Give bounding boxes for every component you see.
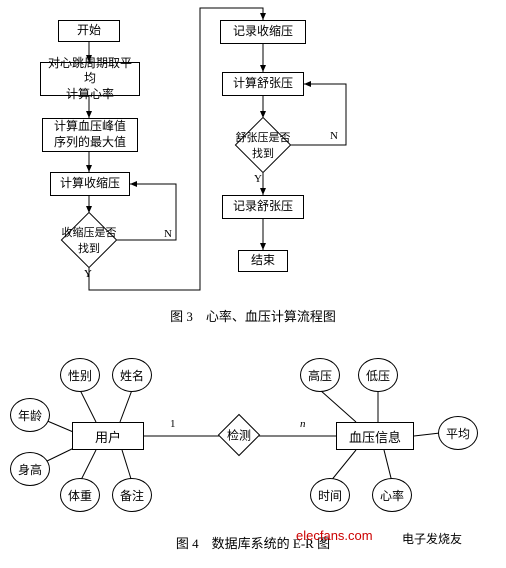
watermark-elecfans: elecfans.com bbox=[296, 528, 373, 543]
relation-detect: 检测 bbox=[224, 420, 254, 450]
attr-label: 时间 bbox=[318, 487, 342, 504]
attr-label: 高压 bbox=[308, 367, 332, 384]
caption-fig3: 图 3 心率、血压计算流程图 bbox=[0, 306, 506, 325]
node-label: 计算血压峰值 序列的最大值 bbox=[54, 119, 126, 150]
edge-label-sys-y: Y bbox=[84, 268, 92, 280]
cardinality-right: n bbox=[300, 418, 306, 430]
attr-height: 身高 bbox=[10, 452, 50, 486]
node-label: 舒张压是否找到 bbox=[235, 129, 291, 161]
attr-label: 心率 bbox=[380, 487, 404, 504]
entity-bp-info: 血压信息 bbox=[336, 422, 414, 450]
attr-note: 备注 bbox=[112, 478, 152, 512]
node-start: 开始 bbox=[58, 20, 120, 42]
node-rec-dia: 记录舒张压 bbox=[222, 195, 304, 219]
attr-label: 体重 bbox=[68, 487, 92, 504]
er-fig4: 年龄 性别 姓名 身高 体重 备注 高压 低压 平均 时间 心率 用户 血压信息… bbox=[0, 350, 506, 520]
node-label: 收缩压是否找到 bbox=[61, 224, 117, 256]
attr-label: 年龄 bbox=[18, 407, 42, 424]
attr-label: 平均 bbox=[446, 425, 470, 442]
node-peak-max: 计算血压峰值 序列的最大值 bbox=[42, 118, 138, 152]
attr-label: 低压 bbox=[366, 367, 390, 384]
node-calc-dia: 计算舒张压 bbox=[222, 72, 304, 96]
attr-label: 性别 bbox=[68, 367, 92, 384]
cardinality-left: 1 bbox=[170, 418, 176, 430]
node-label: 计算舒张压 bbox=[233, 76, 293, 92]
node-label: 计算收缩压 bbox=[60, 176, 120, 192]
flowchart-edges bbox=[0, 0, 506, 330]
node-label: 结束 bbox=[251, 253, 275, 269]
edge-label-sys-n: N bbox=[164, 228, 172, 240]
node-dia-found: 舒张压是否找到 bbox=[243, 125, 283, 165]
edge-label-dia-n: N bbox=[330, 130, 338, 142]
entity-label: 血压信息 bbox=[349, 427, 401, 446]
node-sys-found: 收缩压是否找到 bbox=[69, 220, 109, 260]
attr-label: 姓名 bbox=[120, 367, 144, 384]
node-label: 对心跳周期取平均 计算心率 bbox=[45, 56, 135, 103]
node-label: 记录收缩压 bbox=[233, 24, 293, 40]
attr-high: 高压 bbox=[300, 358, 340, 392]
edge-label-dia-y: Y bbox=[254, 173, 262, 185]
attr-age: 年龄 bbox=[10, 398, 50, 432]
node-end: 结束 bbox=[238, 250, 288, 272]
attr-hr: 心率 bbox=[372, 478, 412, 512]
entity-label: 用户 bbox=[95, 427, 121, 446]
node-label: 记录舒张压 bbox=[233, 199, 293, 215]
node-rec-sys: 记录收缩压 bbox=[220, 20, 306, 44]
node-calc-sys: 计算收缩压 bbox=[50, 172, 130, 196]
attr-gender: 性别 bbox=[60, 358, 100, 392]
flowchart-fig3: 开始 对心跳周期取平均 计算心率 计算血压峰值 序列的最大值 计算收缩压 收缩压… bbox=[0, 0, 506, 330]
attr-name: 姓名 bbox=[112, 358, 152, 392]
attr-weight: 体重 bbox=[60, 478, 100, 512]
attr-time: 时间 bbox=[310, 478, 350, 512]
attr-avg: 平均 bbox=[438, 416, 478, 450]
attr-label: 身高 bbox=[18, 461, 42, 478]
attr-low: 低压 bbox=[358, 358, 398, 392]
node-avg-hr: 对心跳周期取平均 计算心率 bbox=[40, 62, 140, 96]
attr-label: 备注 bbox=[120, 487, 144, 504]
node-label: 开始 bbox=[77, 23, 101, 39]
entity-user: 用户 bbox=[72, 422, 144, 450]
watermark-cn: 电子发烧友 bbox=[402, 530, 462, 547]
relation-label: 检测 bbox=[224, 427, 254, 444]
